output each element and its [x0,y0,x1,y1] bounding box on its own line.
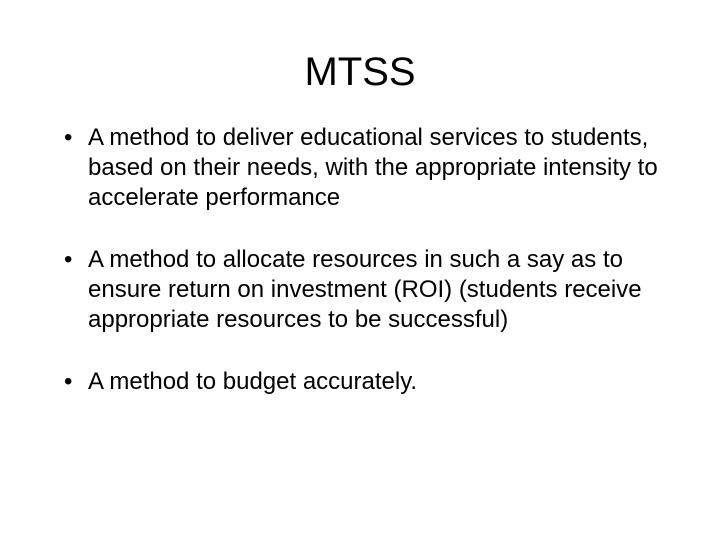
bullet-list: A method to deliver educational services… [60,123,660,397]
bullet-item: A method to deliver educational services… [60,123,660,213]
bullet-item: A method to budget accurately. [60,367,660,397]
bullet-item: A method to allocate resources in such a… [60,245,660,335]
slide-title: MTSS [60,50,660,95]
